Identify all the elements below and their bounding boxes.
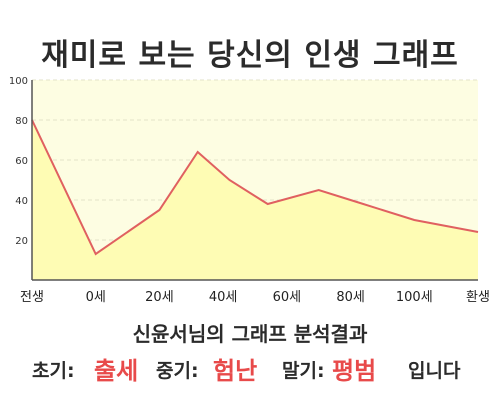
life-area-fill — [32, 120, 478, 280]
early-value: 출세 — [94, 357, 139, 385]
y-tick-label: 40 — [15, 196, 28, 207]
y-tick-label: 80 — [15, 116, 28, 127]
life-line — [31, 119, 479, 256]
late-value: 평범 — [332, 357, 377, 385]
mid-label: 중기: — [156, 360, 199, 382]
x-tick-label: 0세 — [86, 290, 106, 305]
page-title: 재미로 보는 당신의 인생 그래프 — [41, 38, 459, 73]
ending-text: 입니다 — [408, 360, 461, 382]
y-tick-label: 60 — [15, 156, 28, 167]
x-tick-label: 80세 — [336, 290, 365, 305]
y-tick-label: 100 — [9, 76, 28, 87]
x-tick-label: 전생 — [20, 290, 44, 305]
x-tick-label: 20세 — [145, 290, 174, 305]
x-tick-label: 환생 — [466, 290, 490, 305]
x-tick-label: 100세 — [396, 290, 433, 305]
y-tick-labels: 20 40 60 80 100 — [9, 76, 28, 247]
analysis-caption: 신윤서님의 그래프 분석결과 — [132, 322, 368, 346]
late-label: 말기: — [282, 360, 325, 382]
x-tick-labels: 전생 0세 20세 40세 60세 80세 100세 환생 — [20, 290, 490, 305]
x-tick-label: 60세 — [273, 290, 302, 305]
analysis-summary: 초기: 출세 중기: 험난 말기: 평범 입니다 — [0, 348, 500, 385]
early-label: 초기: — [32, 360, 75, 382]
x-tick-label: 40세 — [209, 290, 238, 305]
y-tick-label: 20 — [15, 236, 28, 247]
mid-value: 험난 — [213, 357, 258, 385]
